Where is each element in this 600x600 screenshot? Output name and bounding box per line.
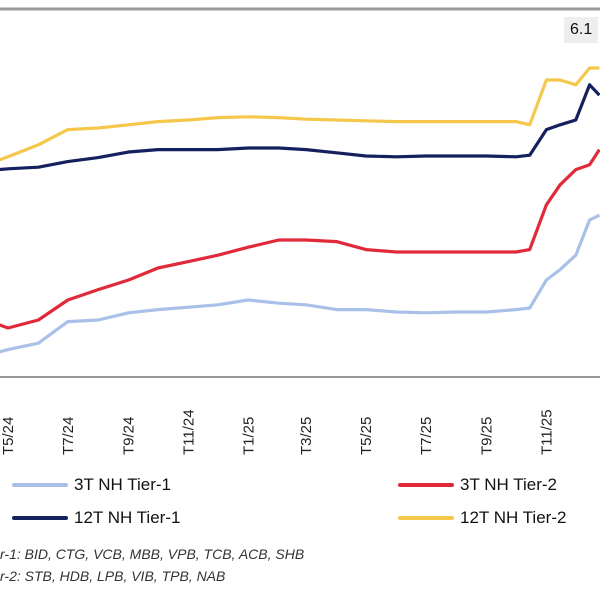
x-tick-label: T7/25: [418, 417, 435, 455]
x-tick-label: T3/25: [298, 417, 315, 455]
annotation-label: 6.1: [564, 17, 599, 43]
series-line-2: [0, 83, 600, 172]
legend-swatch: [12, 483, 68, 487]
x-tick-label: T11/24: [180, 409, 197, 455]
legend-label: 3T NH Tier-2: [460, 475, 557, 494]
legend-label: 3T NH Tier-1: [74, 475, 171, 494]
x-tick-label: T1/25: [240, 417, 257, 455]
series-line-0: [0, 213, 600, 354]
legend-item-3t-tier-1: 3T NH Tier-1: [12, 475, 171, 495]
x-tick-label: T5/24: [0, 417, 17, 455]
legend-swatch: [398, 516, 454, 520]
x-tick-label: T9/24: [121, 417, 138, 455]
legend-label: 12T NH Tier-1: [74, 508, 181, 527]
note-tier-2: r-2: STB, HDB, LPB, VIB, TPB, NAB: [0, 568, 226, 584]
x-tick-label: T5/25: [358, 417, 375, 455]
legend-item-12t-tier-1: 12T NH Tier-1: [12, 508, 180, 528]
series-line-3: [0, 66, 600, 162]
x-tick-label: T11/25: [538, 409, 555, 455]
legend-item-3t-tier-2: 3T NH Tier-2: [398, 475, 557, 495]
x-tick-label: T9/25: [479, 417, 496, 455]
series-line-1: [0, 148, 600, 330]
legend-label: 12T NH Tier-2: [460, 508, 567, 527]
legend-item-12t-tier-2: 12T NH Tier-2: [398, 508, 566, 528]
legend-swatch: [12, 516, 68, 520]
legend-swatch: [398, 483, 454, 487]
note-tier-1: r-1: BID, CTG, VCB, MBB, VPB, TCB, ACB, …: [0, 546, 305, 562]
x-tick-label: T7/24: [60, 417, 77, 455]
line-chart: T5/24 T7/24 T9/24 T11/24 T1/25 T3/25 T5/25 T7/2…: [0, 7, 600, 455]
